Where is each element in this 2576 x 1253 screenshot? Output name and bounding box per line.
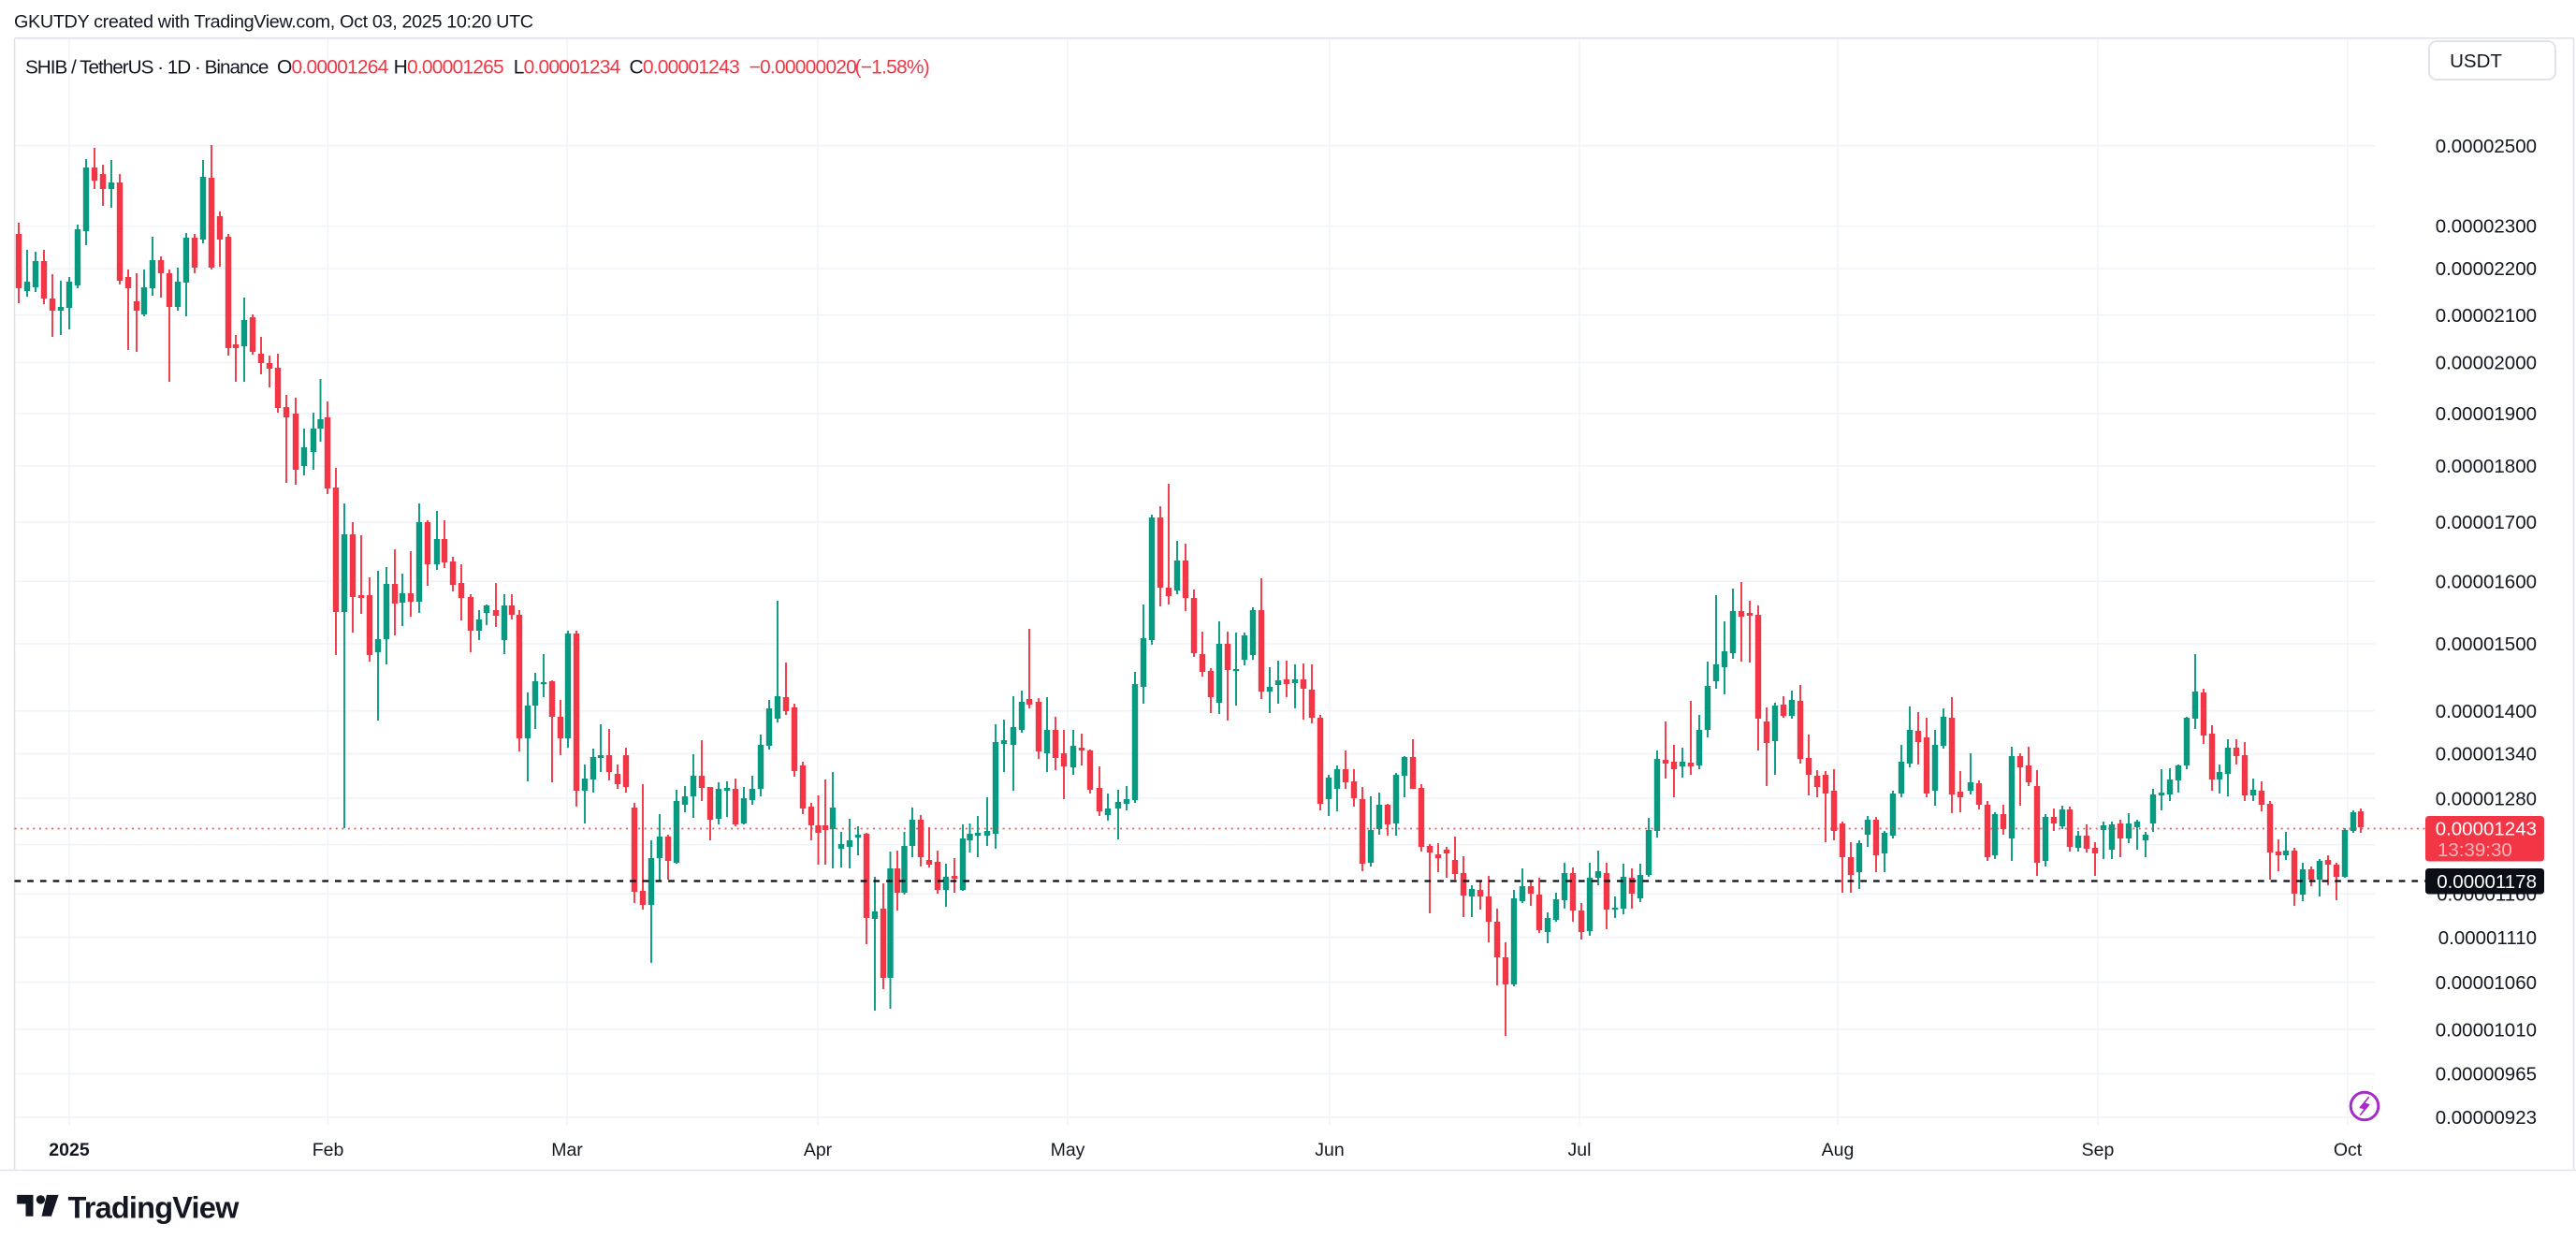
svg-text:0.00002200: 0.00002200 (2436, 258, 2537, 280)
svg-text:0.00001110: 0.00001110 (2438, 927, 2537, 949)
svg-text:Jul: Jul (1568, 1140, 1592, 1160)
svg-text:0.00002300: 0.00002300 (2436, 216, 2537, 238)
svg-text:0.00001340: 0.00001340 (2436, 744, 2537, 765)
svg-text:May: May (1051, 1140, 1085, 1160)
svg-text:0.00001500: 0.00001500 (2436, 634, 2537, 655)
svg-text:TradingView: TradingView (68, 1191, 240, 1225)
svg-text:H0.00001265: H0.00001265 (394, 57, 503, 79)
svg-text:USDT: USDT (2450, 51, 2502, 72)
svg-text:0.00001010: 0.00001010 (2436, 1019, 2537, 1041)
svg-text:Oct: Oct (2334, 1140, 2363, 1160)
svg-text:Jun: Jun (1315, 1140, 1344, 1160)
svg-text:Feb: Feb (313, 1140, 344, 1160)
svg-text:0.00001800: 0.00001800 (2436, 456, 2537, 477)
svg-text:0.00001900: 0.00001900 (2436, 403, 2537, 425)
svg-text:0.00000965: 0.00000965 (2436, 1064, 2537, 1085)
svg-text:GKUTDY created with TradingVie: GKUTDY created with TradingView.com, Oct… (14, 12, 533, 33)
svg-text:0.00002500: 0.00002500 (2436, 136, 2537, 157)
svg-text:O0.00001264: O0.00001264 (277, 57, 389, 79)
svg-text:L0.00001234: L0.00001234 (514, 57, 621, 79)
svg-text:0.00001700: 0.00001700 (2436, 512, 2537, 533)
svg-text:SHIB / TetherUS · 1D · Binance: SHIB / TetherUS · 1D · Binance (25, 57, 269, 79)
svg-text:0.00002100: 0.00002100 (2436, 305, 2537, 327)
svg-text:0.00001280: 0.00001280 (2436, 788, 2537, 809)
svg-text:0.00000923: 0.00000923 (2436, 1107, 2537, 1129)
svg-text:0.00001243: 0.00001243 (2436, 819, 2537, 840)
svg-text:Mar: Mar (551, 1140, 583, 1160)
svg-text:−0.00000020: −0.00000020 (750, 57, 857, 79)
svg-text:0.00002000: 0.00002000 (2436, 353, 2537, 374)
svg-text:C0.00001243: C0.00001243 (630, 57, 739, 79)
svg-text:0.00001060: 0.00001060 (2436, 972, 2537, 994)
svg-text:Aug: Aug (1822, 1140, 1855, 1160)
svg-text:0.00001178: 0.00001178 (2437, 871, 2537, 893)
svg-text:0.00001400: 0.00001400 (2436, 701, 2537, 722)
svg-text:(−1.58%): (−1.58%) (855, 57, 929, 79)
svg-text:2025: 2025 (49, 1140, 90, 1160)
svg-text:Sep: Sep (2082, 1140, 2115, 1160)
svg-text:0.00001600: 0.00001600 (2436, 572, 2537, 593)
svg-text:Apr: Apr (804, 1140, 833, 1160)
svg-text:13:39:30: 13:39:30 (2438, 839, 2512, 861)
